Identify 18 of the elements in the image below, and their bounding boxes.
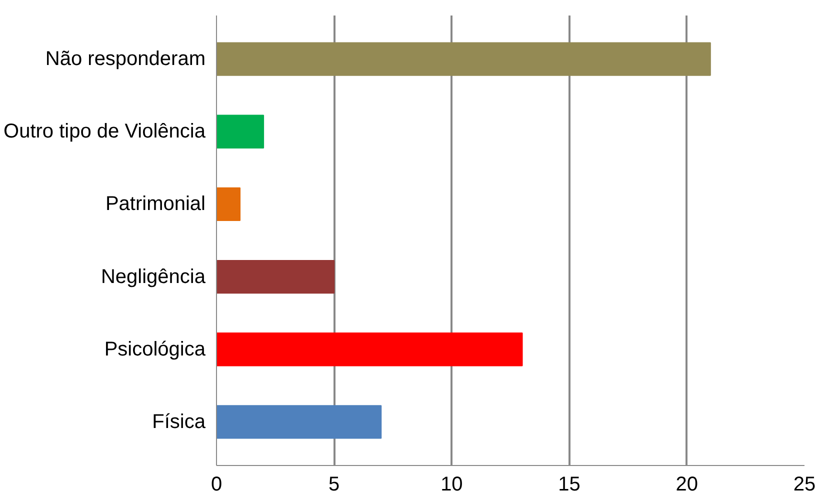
x-tick-label: 0 [210,474,222,493]
x-tick-label: 5 [328,474,340,493]
y-tick-label: Patrimonial [105,193,206,216]
y-tick-label: Não responderam [45,48,206,70]
x-tick-label: 20 [676,474,698,493]
y-tick-label: Física [152,410,206,433]
bar [216,405,382,439]
x-tick-label: 15 [558,474,580,493]
y-tick-label: Outro tipo de Violência [4,120,206,143]
bar [216,42,711,76]
bar [216,187,241,222]
x-tick-label: 10 [440,474,463,493]
x-tick-label: 25 [793,474,816,493]
bar [216,332,523,366]
bar [216,260,335,294]
y-tick-label: Negligência [100,266,206,288]
bar [216,114,264,148]
y-tick-label: Psicológica [104,338,206,360]
